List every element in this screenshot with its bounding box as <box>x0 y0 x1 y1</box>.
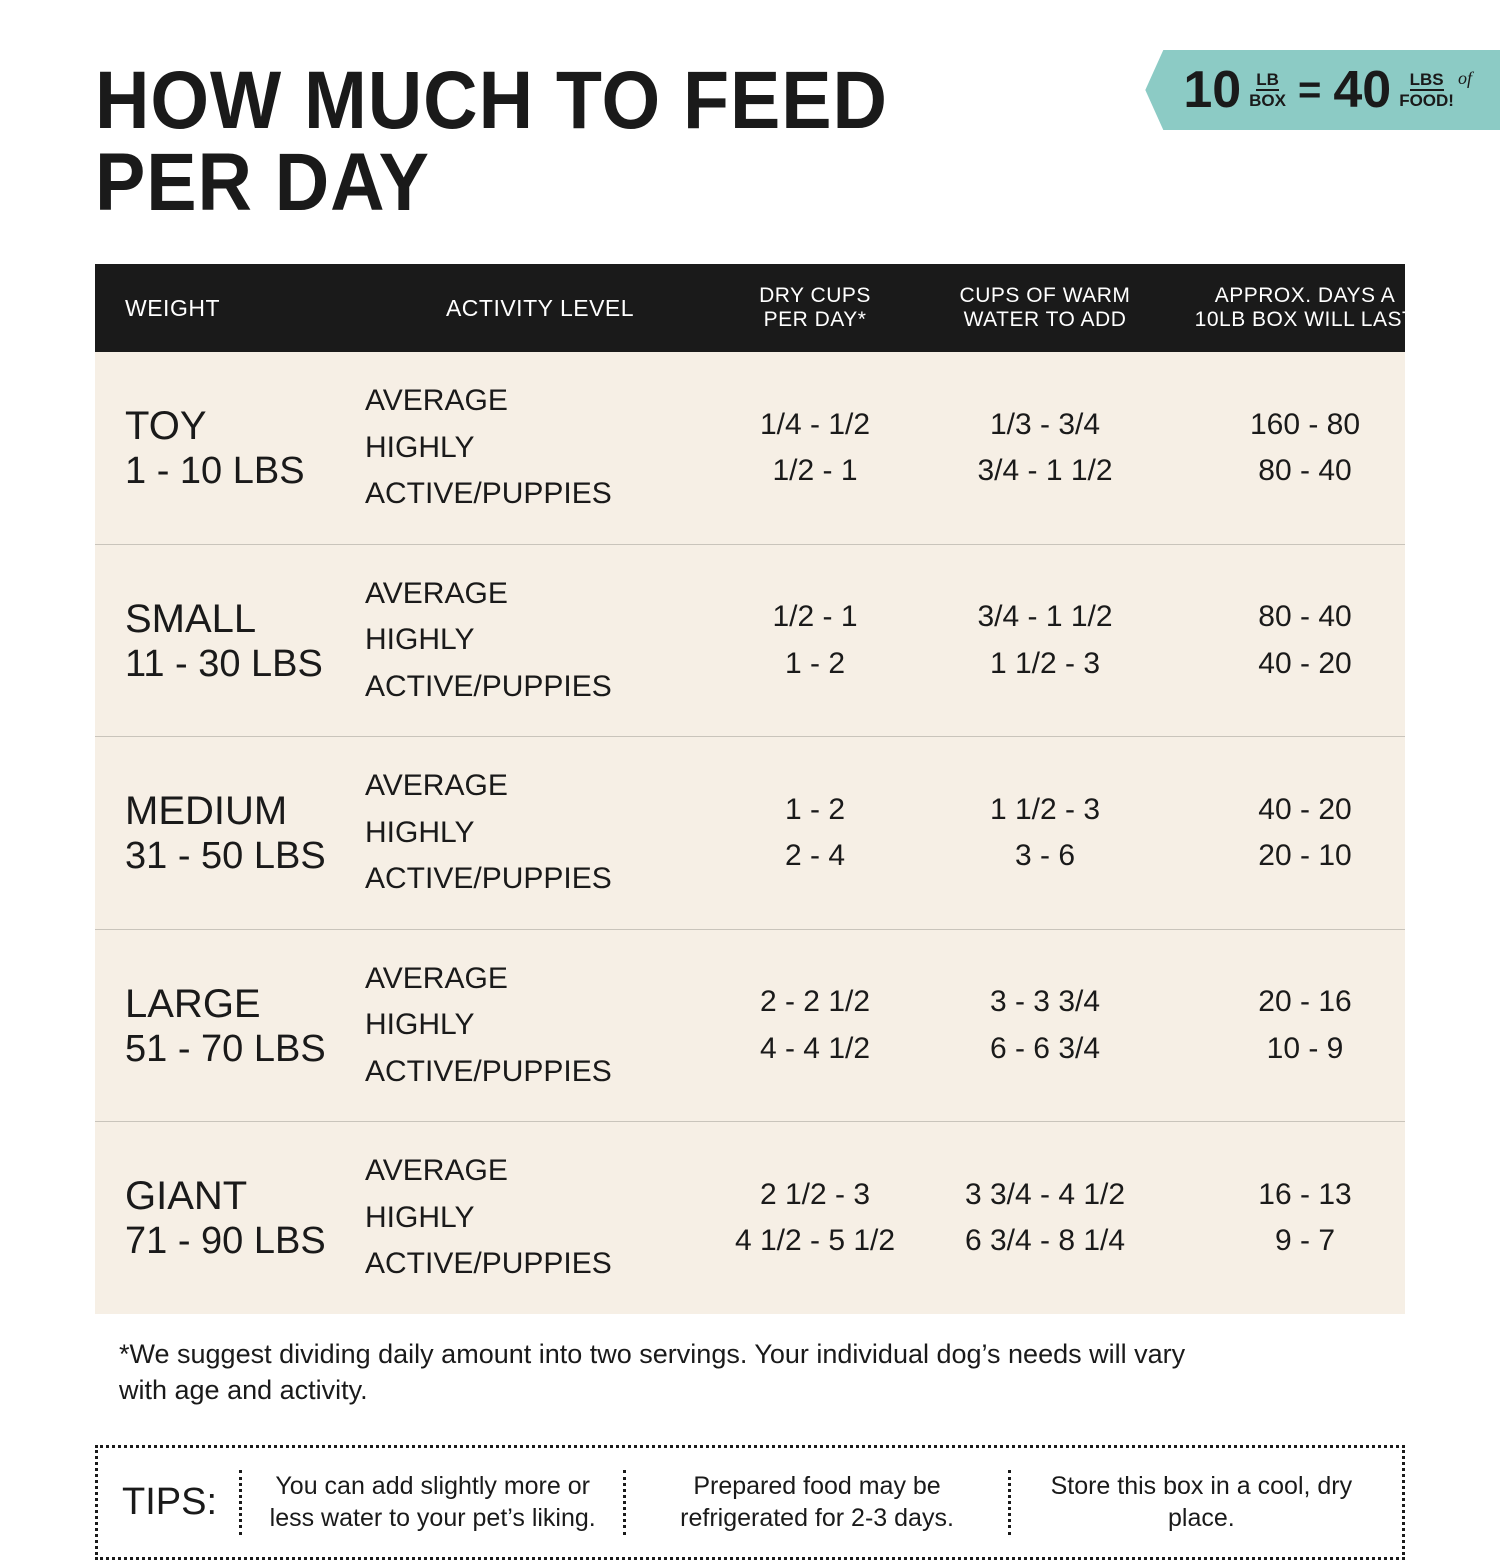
table-header: WEIGHT ACTIVITY LEVEL DRY CUPSPER DAY* C… <box>95 264 1405 352</box>
activity-average: AVERAGE <box>365 956 715 1003</box>
tips-box: TIPS: You can add slightly more or less … <box>95 1445 1405 1560</box>
drycups-cell: 1/2 - 11 - 2 <box>715 594 915 687</box>
activity-cell: AVERAGEHIGHLY ACTIVE/PUPPIES <box>365 571 715 711</box>
weight-cell: GIANT 71 - 90 LBS <box>125 1176 365 1260</box>
table-row: LARGE 51 - 70 LBSAVERAGEHIGHLY ACTIVE/PUP… <box>95 930 1405 1123</box>
activity-active: HIGHLY ACTIVE/PUPPIES <box>365 617 715 710</box>
activity-cell: AVERAGEHIGHLY ACTIVE/PUPPIES <box>365 763 715 903</box>
activity-cell: AVERAGEHIGHLY ACTIVE/PUPPIES <box>365 956 715 1096</box>
tip-item: You can add slightly more or less water … <box>239 1470 623 1535</box>
badge-right-number: 40 <box>1333 64 1391 116</box>
weight-cell: MEDIUM 31 - 50 LBS <box>125 791 365 875</box>
table-row: SMALL 11 - 30 LBSAVERAGEHIGHLY ACTIVE/PUP… <box>95 545 1405 738</box>
weight-range: 51 - 70 LBS <box>125 1030 365 1068</box>
col-drycups: DRY CUPSPER DAY* <box>715 284 915 332</box>
header: HOW MUCH TO FEED PER DAY 10 LB BOX = 40 … <box>95 60 1405 224</box>
badge-right-unit: LBS FOOD! <box>1399 71 1454 109</box>
weight-range: 11 - 30 LBS <box>125 645 365 683</box>
activity-cell: AVERAGEHIGHLY ACTIVE/PUPPIES <box>365 1148 715 1288</box>
water-cell: 3 - 3 3/46 - 6 3/4 <box>915 979 1175 1072</box>
days-cell: 20 - 1610 - 9 <box>1175 979 1435 1072</box>
feeding-table: WEIGHT ACTIVITY LEVEL DRY CUPSPER DAY* C… <box>95 264 1405 1314</box>
weight-cell: SMALL 11 - 30 LBS <box>125 599 365 683</box>
table-row: MEDIUM 31 - 50 LBSAVERAGEHIGHLY ACTIVE/PU… <box>95 737 1405 930</box>
col-activity: ACTIVITY LEVEL <box>365 295 715 322</box>
tip-item: Store this box in a cool, dry place. <box>1008 1470 1392 1535</box>
activity-average: AVERAGE <box>365 763 715 810</box>
water-cell: 3/4 - 1 1/21 1/2 - 3 <box>915 594 1175 687</box>
weight-range: 1 - 10 LBS <box>125 452 365 490</box>
table-row: GIANT 71 - 90 LBSAVERAGEHIGHLY ACTIVE/PUP… <box>95 1122 1405 1314</box>
activity-active: HIGHLY ACTIVE/PUPPIES <box>365 810 715 903</box>
weight-name: GIANT <box>125 1176 365 1216</box>
equals-sign: = <box>1294 68 1325 113</box>
footnote: *We suggest dividing daily amount into t… <box>95 1314 1405 1409</box>
water-cell: 1 1/2 - 33 - 6 <box>915 787 1175 880</box>
drycups-cell: 1/4 - 1/21/2 - 1 <box>715 402 915 495</box>
days-cell: 160 - 8080 - 40 <box>1175 402 1435 495</box>
days-cell: 80 - 4040 - 20 <box>1175 594 1435 687</box>
drycups-cell: 2 - 2 1/24 - 4 1/2 <box>715 979 915 1072</box>
weight-name: SMALL <box>125 599 365 639</box>
activity-active: HIGHLY ACTIVE/PUPPIES <box>365 425 715 518</box>
drycups-cell: 1 - 22 - 4 <box>715 787 915 880</box>
weight-name: LARGE <box>125 984 365 1024</box>
badge-left-number: 10 <box>1183 64 1241 116</box>
activity-cell: AVERAGEHIGHLY ACTIVE/PUPPIES <box>365 378 715 518</box>
table-row: TOY 1 - 10 LBSAVERAGEHIGHLY ACTIVE/PUPPIE… <box>95 352 1405 545</box>
col-days: APPROX. DAYS A10LB BOX WILL LAST <box>1175 284 1435 332</box>
col-weight: WEIGHT <box>125 295 365 322</box>
yield-badge: 10 LB BOX = 40 LBS FOOD! of <box>1145 50 1500 130</box>
weight-range: 31 - 50 LBS <box>125 837 365 875</box>
activity-average: AVERAGE <box>365 571 715 618</box>
weight-cell: TOY 1 - 10 LBS <box>125 406 365 490</box>
drycups-cell: 2 1/2 - 34 1/2 - 5 1/2 <box>715 1172 915 1265</box>
col-water: CUPS OF WARMWATER TO ADD <box>915 284 1175 332</box>
badge-left-unit: LB BOX <box>1249 71 1286 109</box>
activity-active: HIGHLY ACTIVE/PUPPIES <box>365 1002 715 1095</box>
activity-active: HIGHLY ACTIVE/PUPPIES <box>365 1195 715 1288</box>
weight-range: 71 - 90 LBS <box>125 1222 365 1260</box>
page-title: HOW MUCH TO FEED PER DAY <box>95 60 1034 224</box>
water-cell: 3 3/4 - 4 1/26 3/4 - 8 1/4 <box>915 1172 1175 1265</box>
tip-item: Prepared food may be refrigerated for 2-… <box>623 1470 1007 1535</box>
activity-average: AVERAGE <box>365 378 715 425</box>
water-cell: 1/3 - 3/43/4 - 1 1/2 <box>915 402 1175 495</box>
weight-cell: LARGE 51 - 70 LBS <box>125 984 365 1068</box>
activity-average: AVERAGE <box>365 1148 715 1195</box>
weight-name: MEDIUM <box>125 791 365 831</box>
table-body: TOY1 - 10 LBSAVERAGEHIGHLY ACTIVE/PUPPIE… <box>95 352 1405 1314</box>
weight-name: TOY <box>125 406 365 446</box>
tips-label: TIPS: <box>108 1481 239 1524</box>
badge-of: of <box>1458 68 1472 89</box>
days-cell: 16 - 139 - 7 <box>1175 1172 1435 1265</box>
days-cell: 40 - 2020 - 10 <box>1175 787 1435 880</box>
